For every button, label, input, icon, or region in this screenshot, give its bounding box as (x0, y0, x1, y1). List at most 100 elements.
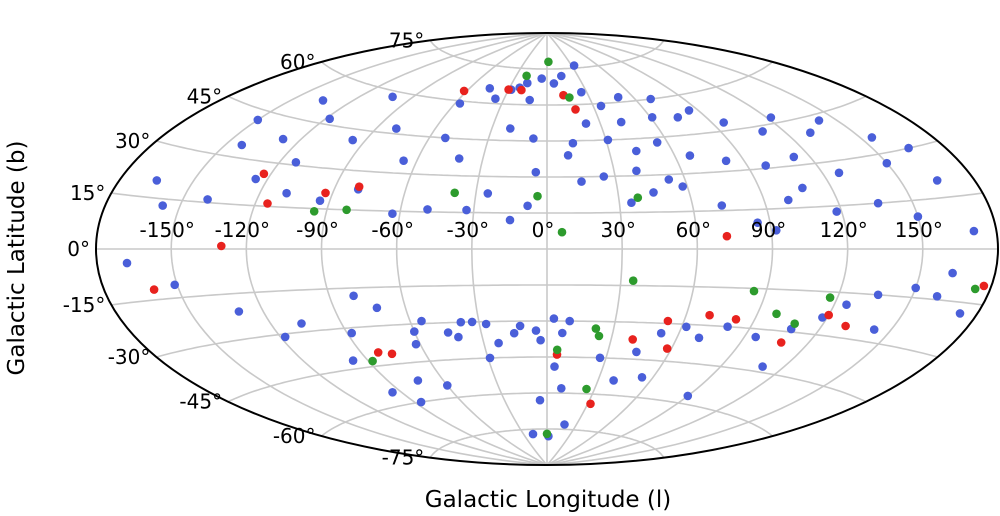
data-point (913, 212, 923, 221)
data-point (544, 57, 553, 67)
data-point (557, 384, 566, 393)
data-point (751, 332, 760, 342)
x-tick-label: 90° (751, 218, 786, 242)
data-point (673, 113, 683, 122)
x-tick-label: -150° (140, 218, 195, 242)
data-point (399, 156, 408, 165)
y-tick-label: -15° (63, 293, 106, 317)
data-point (411, 339, 421, 349)
meridian-gridline (546, 33, 699, 465)
data-point (417, 316, 426, 326)
data-point (416, 397, 426, 407)
data-point (533, 191, 542, 201)
data-point (719, 118, 728, 127)
data-point (467, 317, 477, 327)
tick-labels: -150° -120° -90° -60° -30° 0° 30° 60° 90° 120° 150… (63, 28, 943, 469)
map-boundary (95, 32, 999, 466)
data-point (722, 231, 732, 241)
data-point (373, 348, 383, 357)
data-point (969, 226, 979, 236)
x-tick-label: -60° (371, 218, 414, 242)
data-point (550, 362, 559, 371)
data-point (628, 335, 637, 344)
data-point (251, 174, 260, 184)
data-point (387, 349, 397, 359)
data-point (798, 183, 807, 193)
data-point (766, 113, 776, 122)
meridian-gridline (546, 33, 624, 465)
data-point (278, 134, 288, 144)
data-point (423, 205, 432, 214)
data-point (591, 324, 601, 333)
y-tick-label: 75° (389, 28, 424, 52)
data-point (789, 152, 799, 162)
y-tick-label: -75° (382, 446, 425, 470)
x-tick-label: 150° (895, 218, 943, 242)
y-tick-label: 60° (280, 50, 315, 74)
data-point (663, 316, 673, 326)
data-point (525, 95, 534, 105)
data-point (867, 133, 877, 142)
data-point (372, 303, 382, 313)
data-point (948, 268, 957, 278)
data-point (456, 317, 466, 327)
data-point (509, 328, 519, 338)
data-point (705, 310, 714, 320)
data-point (558, 328, 567, 338)
data-point (577, 177, 586, 186)
data-point (873, 290, 883, 300)
data-point (731, 315, 741, 324)
meridian-gridline (546, 33, 849, 465)
data-point (291, 158, 301, 167)
data-point (549, 314, 559, 323)
data-point (563, 151, 573, 160)
data-point (494, 338, 503, 348)
data-point (158, 201, 167, 210)
data-point (911, 283, 920, 293)
data-point (955, 309, 965, 318)
data-point (368, 356, 377, 366)
data-point (522, 71, 531, 81)
graticule (96, 33, 998, 465)
x-tick-label: -90° (296, 218, 339, 242)
data-point (481, 319, 491, 329)
data-point (557, 227, 567, 237)
data-point (506, 124, 515, 133)
data-point (149, 285, 159, 294)
data-point (904, 143, 913, 153)
data-point (505, 215, 515, 225)
data-point (596, 101, 606, 111)
data-point (557, 71, 566, 81)
data-point (517, 85, 526, 95)
data-point (354, 182, 364, 191)
data-point (297, 319, 306, 328)
y-tick-label: 15° (70, 181, 105, 205)
data-point (504, 85, 513, 94)
data-point (259, 169, 269, 179)
data-point (784, 195, 793, 205)
data-point (832, 207, 841, 216)
data-point (413, 376, 423, 385)
data-point (772, 309, 781, 319)
data-point (824, 310, 833, 320)
y-tick-label: 30° (115, 129, 150, 153)
data-point (342, 205, 351, 215)
data-point (388, 92, 397, 102)
data-point (814, 116, 824, 125)
y-tick-label: -30° (108, 345, 151, 369)
x-tick-label: 0° (532, 218, 555, 242)
meridian-gridline (546, 33, 774, 465)
data-point (637, 373, 647, 382)
data-point (632, 166, 641, 176)
data-point (535, 395, 545, 405)
data-point (253, 115, 263, 125)
y-tick-label: 45° (187, 84, 222, 108)
x-axis-label: Galactic Longitude (l) (425, 487, 671, 513)
data-point (841, 321, 850, 331)
data-point (776, 338, 786, 347)
data-point (684, 106, 694, 115)
data-point (455, 99, 465, 108)
data-point (410, 327, 419, 336)
data-point (450, 188, 460, 198)
